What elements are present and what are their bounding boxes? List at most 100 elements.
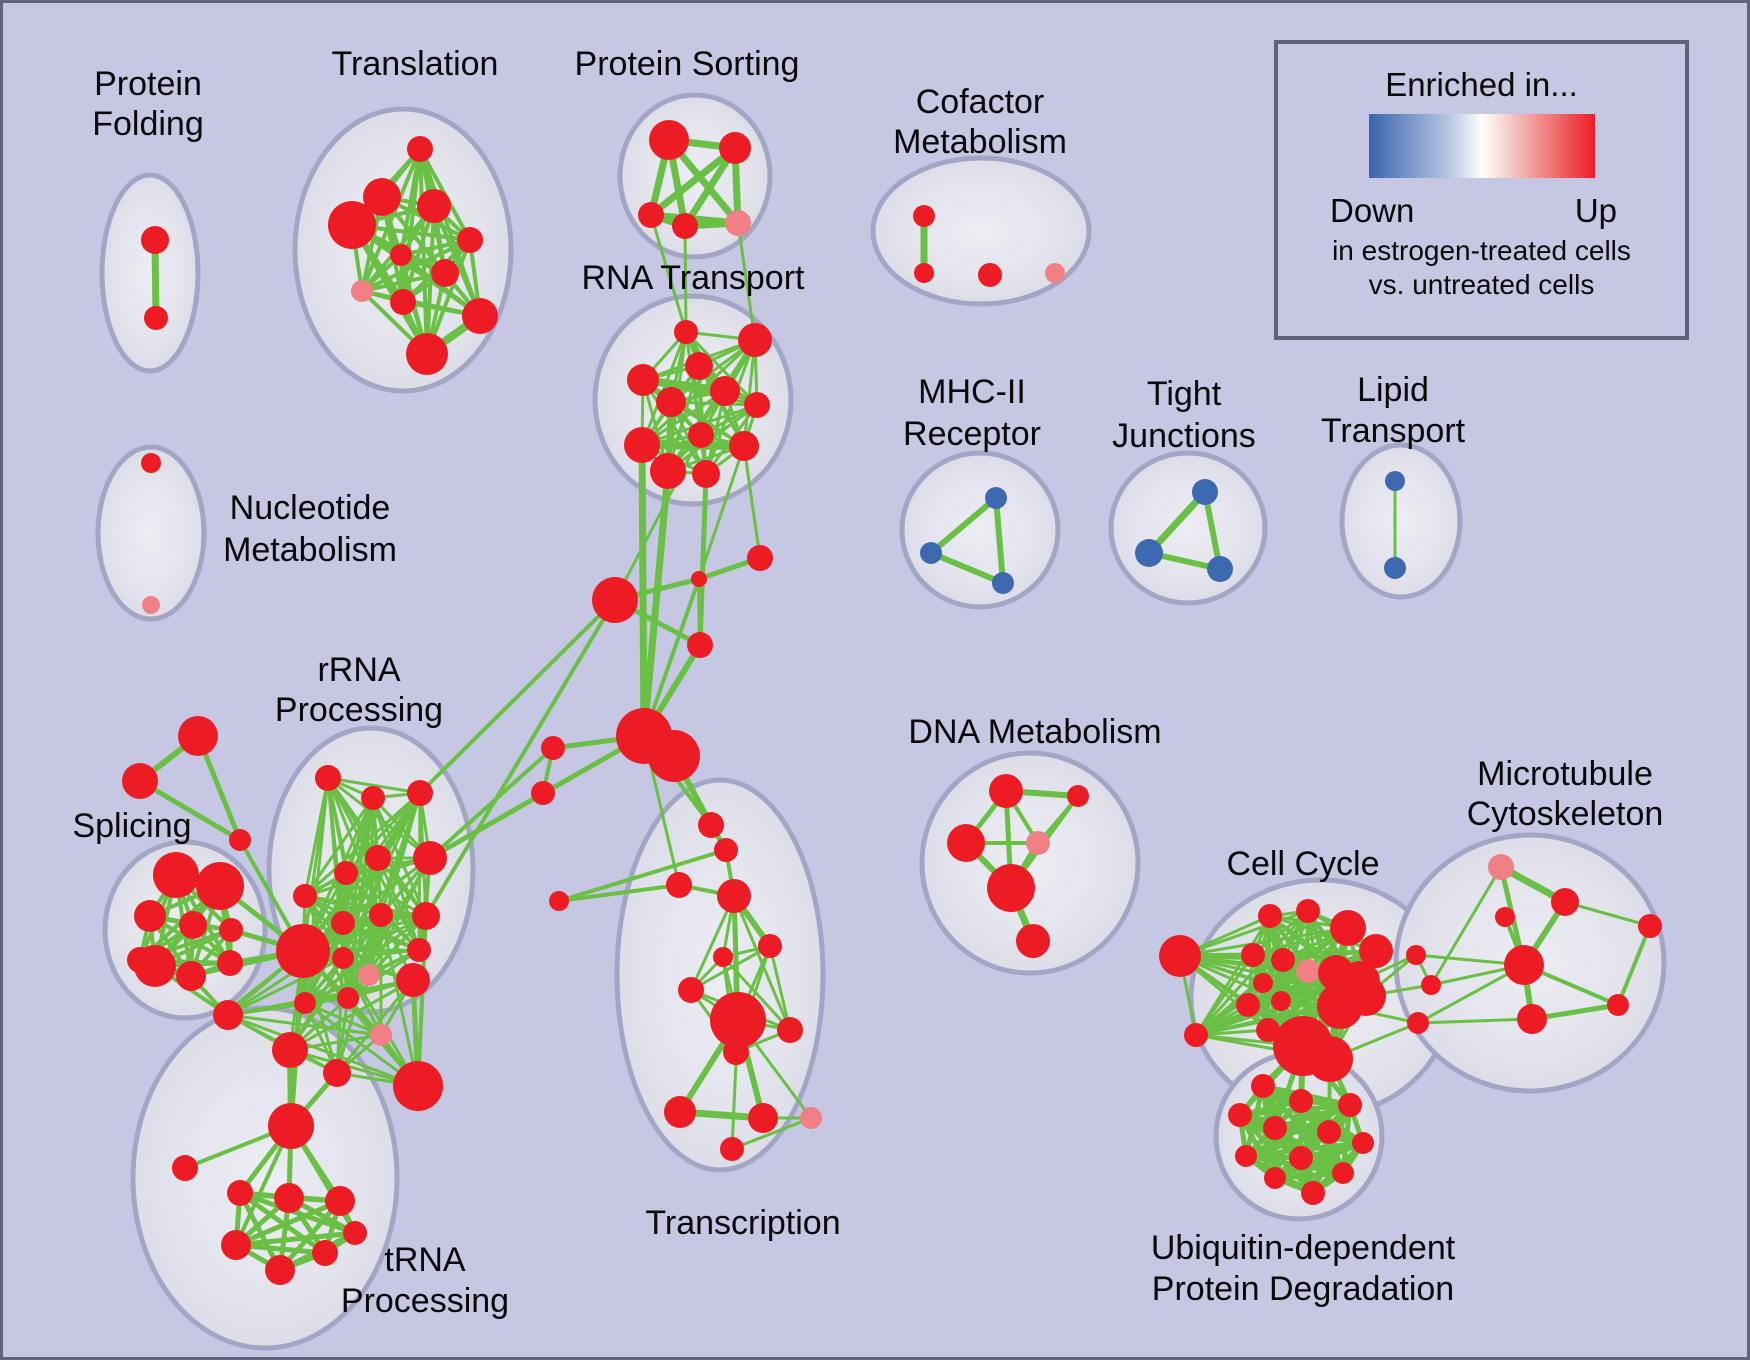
node-tl10	[462, 298, 498, 334]
edge-rr9-rr15	[346, 913, 383, 1000]
edge-ps3-rt1	[649, 213, 688, 334]
node-tr4	[717, 879, 751, 913]
edge-b2-m1	[1429, 865, 1503, 987]
node-dn2	[1067, 785, 1089, 807]
edge-tr4-tr7	[689, 894, 736, 992]
node-rr6	[365, 845, 391, 871]
node-dn3	[947, 824, 985, 862]
node-tr1	[698, 812, 724, 838]
cluster-label-protein-folding-line2: Folding	[92, 105, 204, 143]
edge-rr3-c1	[418, 598, 617, 795]
node-rt12	[692, 460, 720, 488]
node-layer	[122, 120, 1662, 1285]
node-cc7	[1241, 943, 1265, 967]
node-tn5	[221, 1230, 251, 1260]
edge-rt1-rt7	[684, 330, 759, 407]
node-sa1	[541, 736, 565, 760]
edge-rr1-hubL	[301, 776, 330, 953]
node-tj1	[1192, 479, 1218, 505]
node-tr13	[720, 1137, 744, 1161]
node-rt3	[685, 352, 713, 380]
legend-box: Enriched in... Down Up in estrogen-treat…	[1274, 40, 1689, 340]
node-cf3	[978, 263, 1002, 287]
node-dn6	[1016, 924, 1050, 958]
node-sa3	[549, 891, 569, 911]
node-sp9	[217, 950, 243, 976]
node-cc13	[1236, 993, 1260, 1017]
node-ov6	[396, 963, 430, 997]
legend-title: Enriched in...	[1385, 66, 1578, 103]
edge-tr13-tr12	[730, 1116, 813, 1151]
node-c1	[592, 577, 638, 623]
legend-gradient-bar	[1368, 114, 1595, 178]
edge-rr10-c1	[424, 598, 617, 918]
node-t2	[122, 763, 158, 799]
node-rt6	[710, 376, 740, 406]
node-dn4	[1026, 831, 1050, 855]
node-tn0	[268, 1103, 314, 1149]
cluster-label-translation-line1: Translation	[332, 45, 499, 83]
edge-mh1-mh2	[928, 495, 999, 556]
node-m1	[1488, 854, 1514, 880]
node-c2	[691, 571, 707, 587]
cluster-label-mhc-ii-receptor-line2: Receptor	[903, 415, 1041, 453]
cluster-protein-folding	[99, 172, 201, 374]
edge-rr9-ov3	[288, 913, 383, 1052]
node-rr9	[369, 903, 393, 927]
node-tj2	[1135, 539, 1163, 567]
node-cc6	[1359, 934, 1393, 968]
edge-rr6-rr13	[376, 856, 421, 952]
node-b3	[1407, 1012, 1429, 1034]
node-tn8	[343, 1221, 367, 1245]
node-rt9	[624, 427, 660, 463]
node-cc17	[1256, 1018, 1280, 1042]
node-cf4	[1045, 263, 1065, 283]
edge-mh2-mh3	[928, 550, 1006, 586]
edge-t2-t3	[137, 778, 243, 843]
node-tr3	[666, 872, 692, 898]
node-cc12	[1253, 973, 1273, 993]
node-dn1	[989, 774, 1023, 808]
node-ov3	[272, 1032, 308, 1068]
node-sp5	[219, 918, 243, 942]
edge-rr7-rr12	[303, 894, 345, 960]
node-mh3	[992, 572, 1014, 594]
node-u2	[1289, 1089, 1313, 1113]
edge-ps2-ps3	[647, 144, 739, 219]
cluster-label-nucleotide-metabolism-line1: Nucleotide	[230, 489, 391, 527]
node-ov7	[393, 1061, 443, 1111]
node-rr8	[331, 911, 355, 935]
cluster-label-protein-folding-line1: Protein	[94, 65, 202, 103]
edge-tn5-tn8	[233, 1230, 358, 1248]
node-tr12	[800, 1107, 822, 1129]
node-sp7	[134, 945, 176, 987]
node-tl7	[431, 259, 459, 287]
node-b2	[1421, 975, 1441, 995]
node-tl4	[328, 201, 376, 249]
edge-cc2-cc17	[1194, 1028, 1270, 1037]
cluster-label-mhc-ii-receptor-line1: MHC-II	[918, 373, 1026, 411]
node-rt2	[738, 323, 772, 357]
node-tr2	[714, 838, 738, 862]
node-m4	[1504, 945, 1544, 985]
node-rr5	[334, 861, 358, 885]
node-tn3	[274, 1183, 304, 1213]
node-tn4	[325, 1186, 355, 1216]
node-tr10	[664, 1096, 696, 1128]
node-lt1	[1385, 471, 1405, 491]
edge-rr6-rr12	[341, 856, 380, 960]
cluster-label-cell-cycle-line1: Cell Cycle	[1226, 845, 1379, 883]
node-rr10	[412, 902, 440, 930]
node-tl6	[390, 244, 412, 266]
cluster-label-splicing-line1: Splicing	[72, 807, 191, 845]
node-tj3	[1207, 556, 1233, 582]
node-dn5	[987, 864, 1035, 912]
edge-b3-m5	[1416, 1017, 1534, 1025]
edge-tl7-tl8	[360, 271, 447, 293]
edge-b3-m4	[1416, 963, 1526, 1025]
node-b1	[1406, 945, 1426, 965]
edge-rt4-rt12	[641, 378, 708, 476]
edge-u10-u11	[1272, 1170, 1346, 1181]
node-rr14	[294, 992, 316, 1014]
